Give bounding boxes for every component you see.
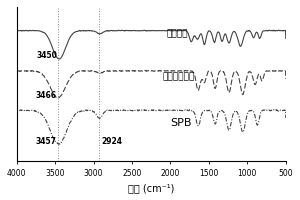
Text: SPB: SPB xyxy=(170,118,192,128)
Text: 聚乙烯醇: 聚乙烯醇 xyxy=(167,29,188,38)
X-axis label: 波数 (cm⁻¹): 波数 (cm⁻¹) xyxy=(128,183,174,193)
Text: 3457: 3457 xyxy=(36,137,57,146)
Text: 壳聚糖硫酸酯: 壳聚糖硫酸酯 xyxy=(163,73,195,82)
Text: 3450: 3450 xyxy=(37,51,57,60)
Text: 3466: 3466 xyxy=(35,91,56,100)
Text: 2924: 2924 xyxy=(101,137,122,146)
